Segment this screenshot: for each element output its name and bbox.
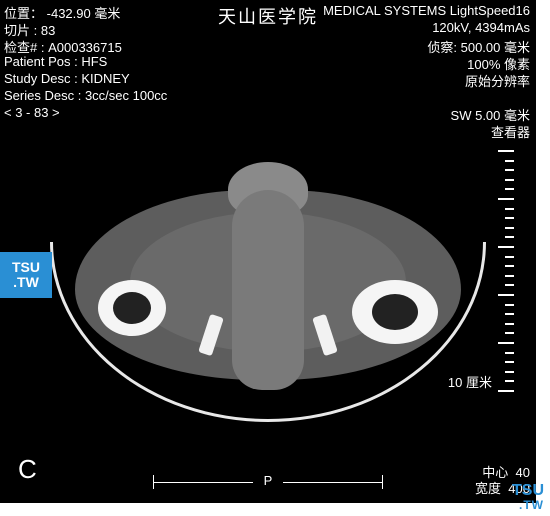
viewer-label: 查看器 bbox=[491, 122, 530, 141]
ct-slice-image[interactable] bbox=[20, 140, 516, 430]
label: Patient Pos : bbox=[4, 54, 78, 69]
dicom-viewport: 位置： -432.90 毫米 切片 : 83 检查# : A000336715 … bbox=[0, 0, 536, 503]
label: Series Desc : bbox=[4, 88, 81, 103]
scale-ruler bbox=[494, 150, 514, 390]
resolution-mode: 原始分辨率 bbox=[465, 71, 530, 90]
exposure-params: 120kV, 4394mAs bbox=[432, 20, 530, 35]
meta-series-range: < 3 - 83 > bbox=[4, 105, 60, 120]
ruler-label: 10 厘米 bbox=[448, 372, 492, 391]
meta-series-desc: Series Desc : 3cc/sec 100cc bbox=[4, 88, 167, 103]
orientation-scale-bar: P bbox=[153, 475, 383, 489]
label: 切片 : bbox=[4, 23, 37, 38]
badge-line2: .TW bbox=[13, 275, 39, 290]
orientation-posterior: P bbox=[264, 473, 273, 488]
label: Study Desc : bbox=[4, 71, 78, 86]
value: HFS bbox=[81, 54, 107, 69]
external-watermark: TSU .TW bbox=[512, 483, 544, 512]
institution-name: 天山医学院 bbox=[218, 3, 318, 29]
label: 检查# : bbox=[4, 40, 44, 55]
badge-line1: TSU bbox=[12, 260, 40, 275]
tsu-watermark-badge: TSU .TW bbox=[0, 252, 52, 298]
value: 3cc/sec 100cc bbox=[85, 88, 167, 103]
meta-patient-pos: Patient Pos : HFS bbox=[4, 54, 107, 69]
label: 宽度 bbox=[475, 481, 501, 496]
wm-line1: TSU bbox=[512, 483, 544, 500]
wm-line2: .TW bbox=[512, 499, 544, 512]
panel-letter: C bbox=[18, 454, 37, 485]
label: 位置： bbox=[4, 6, 43, 21]
value: A000336715 bbox=[48, 40, 122, 55]
meta-study-desc: Study Desc : KIDNEY bbox=[4, 71, 130, 86]
scanner-model: MEDICAL SYSTEMS LightSpeed16 bbox=[323, 3, 530, 18]
value: KIDNEY bbox=[81, 71, 129, 86]
ct-table-arc bbox=[50, 242, 486, 422]
value: 83 bbox=[41, 23, 55, 38]
value: -432.90 毫米 bbox=[47, 6, 121, 21]
